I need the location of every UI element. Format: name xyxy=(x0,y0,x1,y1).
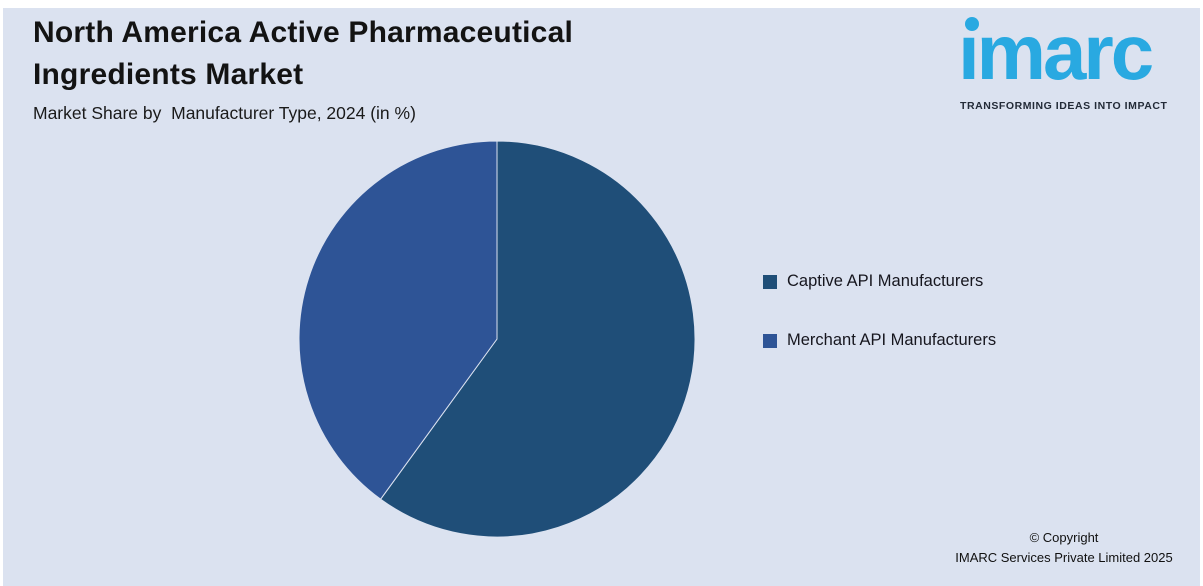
imarc-logo: ımarc TRANSFORMING IDEAS INTO IMPACT xyxy=(956,8,1196,118)
page-title: North America Active Pharmaceutical Ingr… xyxy=(33,16,573,91)
pie-chart-svg xyxy=(299,141,695,537)
legend: Captive API Manufacturers Merchant API M… xyxy=(763,272,996,350)
pie-chart xyxy=(299,141,695,537)
copyright-line1: © Copyright xyxy=(1029,530,1099,545)
legend-label-captive: Captive API Manufacturers xyxy=(787,272,984,290)
logo-tagline: TRANSFORMING IDEAS INTO IMPACT xyxy=(960,100,1168,112)
legend-item-merchant: Merchant API Manufacturers xyxy=(763,331,996,350)
logo-wordmark: ımarc xyxy=(958,8,1154,96)
legend-label-merchant: Merchant API Manufacturers xyxy=(787,331,997,349)
legend-item-captive: Captive API Manufacturers xyxy=(763,272,996,291)
legend-swatch-captive-icon xyxy=(763,274,777,289)
copyright-line2: IMARC Services Private Limited 2025 xyxy=(955,550,1173,565)
chart-panel: North America Active Pharmaceutical Ingr… xyxy=(3,8,1200,586)
copyright: © Copyright IMARC Services Private Limit… xyxy=(938,528,1190,568)
header: North America Active Pharmaceutical Ingr… xyxy=(33,12,733,124)
legend-swatch-merchant-icon xyxy=(763,333,777,348)
chart-subtitle: Market Share by Manufacturer Type, 2024 … xyxy=(33,103,416,123)
pie-slice-1 xyxy=(299,141,498,500)
pie-slice-0 xyxy=(379,141,695,537)
logo-dot-icon xyxy=(965,17,979,31)
